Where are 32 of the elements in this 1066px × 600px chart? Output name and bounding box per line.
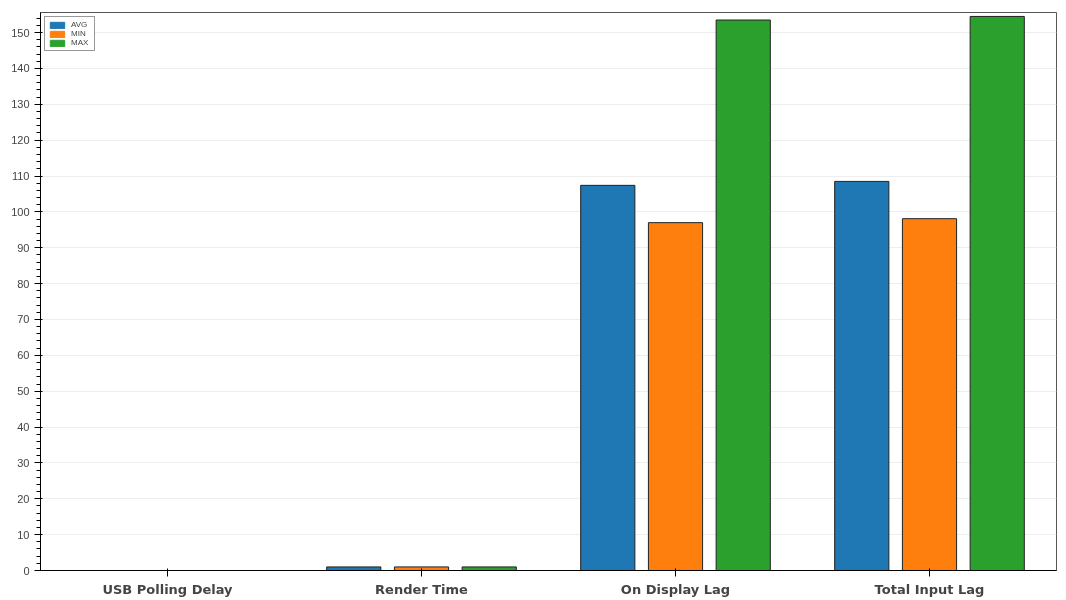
legend-label: MAX: [71, 38, 90, 47]
y-tick-label: 70: [17, 313, 30, 326]
y-tick-label: 120: [11, 134, 30, 147]
bar: [901, 218, 958, 571]
y-tick-label: 100: [11, 205, 30, 218]
bar: [326, 566, 382, 571]
bar: [461, 566, 517, 571]
bar: [580, 184, 636, 571]
bar: [393, 566, 450, 571]
y-tick-label: 110: [11, 170, 30, 183]
y-tick-label: 90: [17, 241, 30, 254]
y-tick-label: 50: [17, 385, 30, 398]
y-tick-label: 10: [17, 528, 30, 541]
y-tick-label: 30: [17, 456, 30, 469]
y-tick-label: 140: [11, 62, 30, 75]
bar: [834, 180, 890, 571]
y-tick-label: 40: [17, 421, 30, 434]
y-tick-label: 60: [17, 349, 30, 362]
y-tick-label: 80: [17, 277, 30, 290]
legend-label: MIN: [71, 29, 87, 38]
bar: [715, 19, 771, 571]
y-tick-label: 130: [11, 98, 30, 111]
y-tick-label: 0: [23, 564, 30, 577]
x-tick-label: Total Input Lag: [874, 581, 985, 597]
x-tick-label: On Display Lag: [620, 581, 731, 597]
y-tick-label: 20: [17, 492, 30, 505]
bar: [969, 15, 1025, 571]
legend-label: AVG: [71, 20, 89, 29]
x-tick-label: Render Time: [375, 581, 469, 597]
y-tick-label: 150: [11, 26, 30, 39]
x-tick-label: USB Polling Delay: [102, 581, 234, 597]
bar: [647, 222, 704, 571]
